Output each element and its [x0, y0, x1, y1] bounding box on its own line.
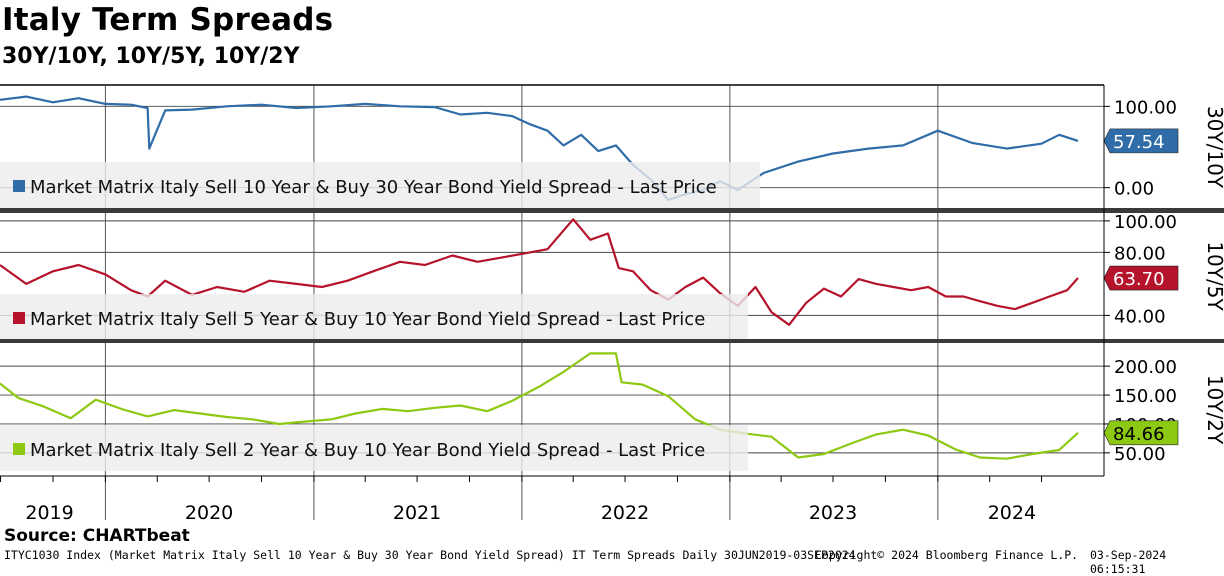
series-line-1: [0, 218, 1079, 326]
y-tick-label: 0.00: [1114, 179, 1154, 200]
series-line-2: [0, 352, 1079, 460]
chart-subtitle: 30Y/10Y, 10Y/5Y, 10Y/2Y: [2, 44, 300, 69]
last-value-tag: [1103, 420, 1179, 446]
panel-label: 10Y/5Y: [1203, 241, 1224, 311]
panel-label: 10Y/2Y: [1203, 375, 1224, 445]
legend-swatch: [13, 180, 25, 192]
series-line-0: [0, 95, 1079, 201]
last-value-label: 57.54: [1113, 132, 1165, 153]
panel-separator-2: [0, 339, 1224, 343]
chart-title: Italy Term Spreads: [2, 2, 334, 38]
x-tick-label-2022: 2022: [601, 502, 649, 520]
legend-box: [0, 162, 760, 208]
x-axis-labels: 2019 2020 2021 2022 2023 2024: [25, 502, 1036, 520]
legend-label: Market Matrix Italy Sell 10 Year & Buy 3…: [30, 177, 717, 198]
x-tick-label-2020: 2020: [185, 502, 233, 520]
panel-separator-1: [0, 208, 1224, 213]
panel-label: 30Y/10Y: [1203, 106, 1224, 189]
legend-box: [0, 425, 748, 471]
legend-layer: Market Matrix Italy Sell 10 Year & Buy 3…: [0, 162, 760, 471]
legend-label: Market Matrix Italy Sell 2 Year & Buy 10…: [30, 440, 705, 461]
last-value-label: 63.70: [1113, 269, 1165, 290]
y-tick-label: 40.00: [1114, 306, 1166, 327]
source-label: Source: CHARTbeat: [4, 526, 190, 546]
y-tick-label: 50.00: [1114, 444, 1166, 465]
y-tick-label: 150.00: [1114, 386, 1177, 407]
y-tick-label: 80.00: [1114, 243, 1166, 264]
last-value-label: 84.66: [1113, 424, 1165, 445]
footer-index-info: ITYC1030 Index (Market Matrix Italy Sell…: [4, 548, 856, 562]
legend-swatch: [13, 312, 25, 324]
x-tick-label-2023: 2023: [809, 502, 857, 520]
x-tick-label-2021: 2021: [393, 502, 441, 520]
legend-swatch: [13, 443, 25, 455]
x-tick-label-2024: 2024: [988, 502, 1036, 520]
y-tick-label: 100.00: [1114, 212, 1177, 233]
legend-box: [0, 294, 748, 340]
x-tick-label-2019: 2019: [25, 502, 73, 520]
last-value-tag: [1103, 128, 1179, 154]
chart-canvas: Market Matrix Italy Sell 10 Year & Buy 3…: [0, 84, 1224, 520]
y-tick-label: 100.00: [1114, 97, 1177, 118]
legend-label: Market Matrix Italy Sell 5 Year & Buy 10…: [30, 309, 705, 330]
last-value-tag: [1103, 265, 1179, 291]
y-tick-label: 200.00: [1114, 357, 1177, 378]
footer-timestamp: 03-Sep-2024 06:15:31: [1090, 548, 1167, 576]
footer-copyright: Copyright© 2024 Bloomberg Finance L.P.: [815, 548, 1079, 562]
axis-layer: 100.00 0.00 57.54 30Y/10Y 100.00 80.00 40.00 63…: [0, 97, 1224, 482]
series-layer: [0, 95, 1079, 460]
